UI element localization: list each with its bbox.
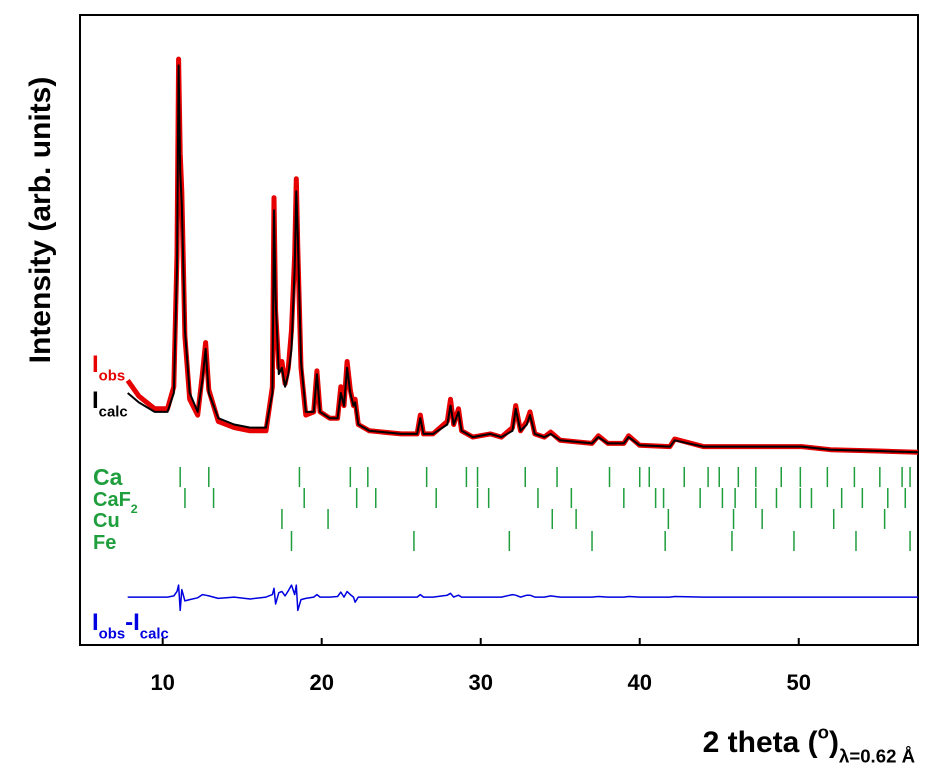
x-tick-label: 40 <box>627 670 651 695</box>
phase-label: Cu <box>93 510 120 532</box>
x-tick-label: 50 <box>786 670 810 695</box>
series-label-part: calc <box>140 626 169 642</box>
phase-label-part: Fe <box>93 532 116 554</box>
phase-label-part: Cu <box>93 510 120 532</box>
x-tick-label: 20 <box>309 670 333 695</box>
x-tick-label: 10 <box>150 670 174 695</box>
phase-label: CaF2 <box>93 489 138 516</box>
series-label-part: I <box>92 609 99 636</box>
x-axis-label-part: λ=0.62 Å <box>839 746 915 767</box>
x-axis-label-part: ) <box>829 726 839 759</box>
series-label: Iobs <box>92 351 125 384</box>
series-label-part: calc <box>99 404 128 420</box>
y-axis-label: Intensity (arb. units) <box>24 77 57 364</box>
x-axis-label-part: o <box>818 722 829 743</box>
x-axis-label: 2 theta (o)λ=0.62 Å <box>703 722 915 767</box>
x-tick-label: 30 <box>468 670 492 695</box>
series-label-part: obs <box>99 626 125 642</box>
plot-frame <box>79 14 919 646</box>
series-label-part: I <box>92 387 99 414</box>
series-label: Iobs-Icalc <box>92 609 169 642</box>
phase-label-part: 2 <box>131 502 138 516</box>
phase-label: Fe <box>93 532 116 554</box>
data-line <box>125 56 919 455</box>
series-label-part: obs <box>99 368 125 384</box>
series-label-part: -I <box>125 609 140 636</box>
data-line <box>127 584 918 612</box>
x-axis-label-part: 2 theta ( <box>703 726 818 759</box>
phase-label: Ca <box>93 464 123 490</box>
phase-label-part: Ca <box>93 464 123 490</box>
data-line <box>127 64 919 454</box>
series-label-part: I <box>92 351 99 378</box>
phase-label-part: CaF <box>93 489 131 511</box>
series-label: Icalc <box>92 387 128 420</box>
